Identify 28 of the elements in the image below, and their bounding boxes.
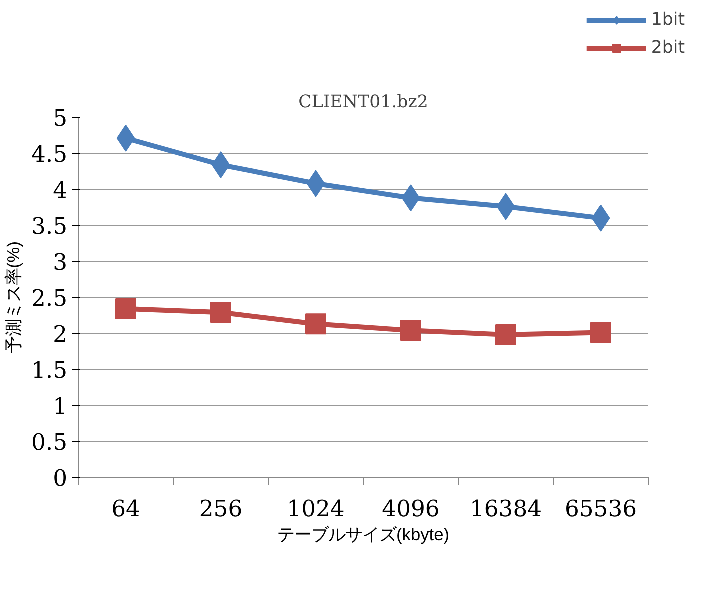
y-tick-label: 2 xyxy=(53,322,68,348)
x-tick-label: 65536 xyxy=(564,496,638,522)
legend-label: 2bit xyxy=(651,38,685,58)
x-tick-label: 64 xyxy=(112,496,140,522)
x-tick-label: 1024 xyxy=(287,496,345,522)
y-tick-label: 3 xyxy=(53,250,68,276)
x-tick-label: 256 xyxy=(199,496,243,522)
y-tick-label: 2.5 xyxy=(31,286,68,312)
y-tick-label: 0 xyxy=(53,466,68,492)
point xyxy=(210,302,232,324)
point xyxy=(400,320,422,342)
chart-title: CLIENT01.bz2 xyxy=(298,92,428,112)
y-tick-label: 4.5 xyxy=(31,142,68,168)
point xyxy=(590,322,612,344)
y-tick-label: 1.5 xyxy=(31,358,68,384)
y-tick-label: 5 xyxy=(53,106,68,132)
y-tick-label: 4 xyxy=(53,178,68,204)
y-axis-title: 予測ミス率(%) xyxy=(3,242,24,354)
legend-label: 1bit xyxy=(651,10,685,30)
point xyxy=(496,324,516,346)
point xyxy=(116,298,136,320)
y-tick-label: 0.5 xyxy=(31,430,68,456)
y-tick-label: 3.5 xyxy=(31,214,68,240)
point xyxy=(306,314,326,335)
y-tick-label: 1 xyxy=(53,394,68,420)
x-tick-label: 4096 xyxy=(382,496,440,522)
x-tick-label: 16384 xyxy=(470,496,542,522)
x-axis-title: テーブルサイズ(kbyte) xyxy=(278,524,450,544)
